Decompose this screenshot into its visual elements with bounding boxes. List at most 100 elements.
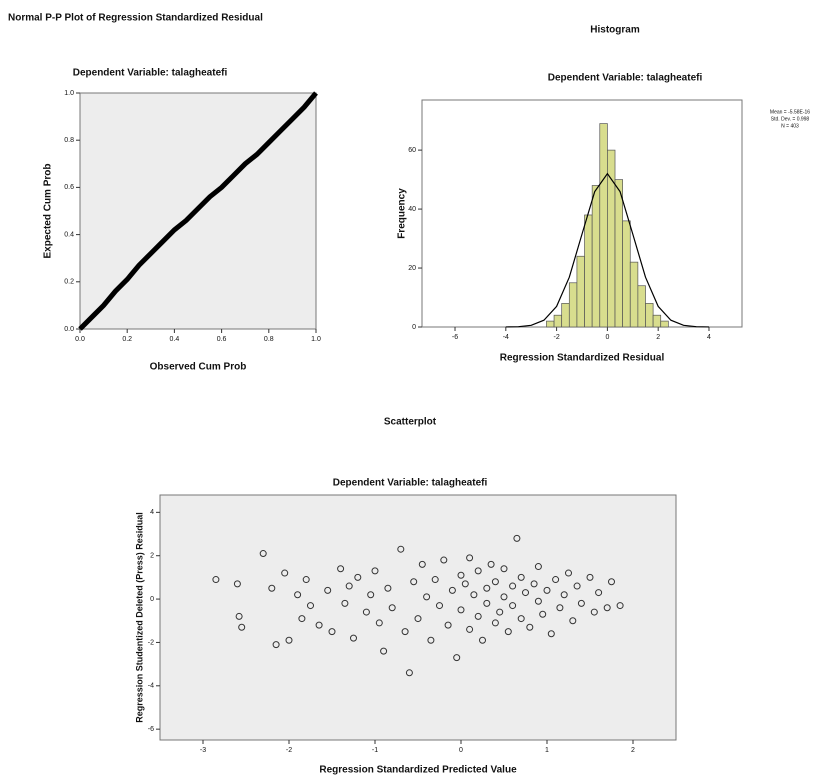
point [560, 591, 568, 599]
x-tick-label: -4 [503, 334, 509, 341]
x-axis-label: Regression Standardized Residual [500, 353, 665, 364]
point [616, 602, 624, 610]
point [595, 589, 603, 597]
point [547, 630, 555, 638]
chart-title: Normal P-P Plot of Regression Standardiz… [8, 13, 263, 24]
bar [660, 320, 669, 328]
point [294, 591, 302, 599]
y-tick-label: 40 [408, 206, 416, 213]
y-tick-label: 4 [150, 509, 154, 516]
point [371, 567, 379, 575]
point [565, 569, 572, 577]
point [448, 586, 456, 594]
point [573, 582, 581, 590]
chart-subtitle: Dependent Variable: talagheatefi [333, 478, 488, 489]
point [324, 586, 332, 594]
bar [629, 261, 639, 328]
x-tick-label: 0.8 [264, 336, 274, 343]
chart-subtitle: Dependent Variable: talagheatefi [548, 73, 703, 84]
point [590, 608, 598, 616]
pp-line [78, 91, 318, 331]
bar [576, 255, 585, 328]
point [509, 602, 517, 610]
point [268, 584, 276, 592]
point [384, 584, 392, 592]
y-tick-label: -2 [148, 639, 154, 646]
y-tick-label: 2 [150, 553, 154, 560]
x-tick-label: 0 [605, 334, 609, 341]
point [526, 623, 534, 631]
x-tick-label: 1.0 [311, 336, 321, 343]
point [470, 591, 478, 599]
point [367, 591, 375, 599]
point [496, 608, 504, 616]
point [328, 628, 336, 636]
x-tick-label: 4 [707, 334, 711, 341]
point [302, 576, 310, 584]
point [500, 565, 508, 573]
point [259, 550, 267, 558]
point [235, 612, 243, 620]
x-tick-label: 2 [656, 334, 660, 341]
x-tick-label: -2 [286, 747, 292, 754]
x-tick-label: 0.6 [217, 336, 227, 343]
point [418, 560, 426, 568]
point [483, 599, 491, 607]
y-tick-label: 20 [408, 265, 416, 272]
point [530, 580, 538, 588]
bar [584, 214, 593, 328]
plot-area [159, 494, 677, 741]
x-axis-label: Observed Cum Prob [150, 362, 247, 373]
y-axis-label: Frequency [397, 188, 408, 239]
point [444, 621, 452, 629]
point [457, 606, 465, 614]
x-axis-label: Regression Standardized Predicted Value [319, 765, 517, 776]
x-tick-label: 0.2 [122, 336, 132, 343]
point [453, 654, 461, 662]
x-tick-label: 1 [545, 747, 549, 754]
point [298, 615, 306, 623]
x-tick-label: -1 [372, 747, 378, 754]
point [233, 580, 241, 588]
y-tick-label: 1.0 [64, 90, 74, 97]
point [483, 584, 491, 592]
y-tick-label: 0 [412, 324, 416, 331]
normal-curve [505, 172, 709, 328]
point [543, 586, 551, 594]
point [491, 619, 499, 627]
bar [591, 185, 601, 328]
point [603, 604, 611, 612]
point [474, 567, 482, 575]
stats-text: N = 403 [781, 123, 799, 129]
bar [561, 303, 570, 328]
point [461, 580, 469, 588]
point [431, 576, 439, 584]
point [586, 573, 594, 581]
point [500, 593, 508, 601]
point [285, 636, 293, 644]
point [517, 615, 525, 623]
point [522, 589, 529, 597]
point [388, 604, 396, 612]
y-tick-label: 60 [408, 147, 416, 154]
point [466, 554, 474, 562]
point [362, 608, 370, 616]
point [539, 610, 547, 618]
chart-title: Scatterplot [384, 417, 437, 428]
bar [546, 320, 555, 328]
point [440, 556, 448, 564]
y-tick-label: 0.6 [64, 184, 74, 191]
point [556, 604, 564, 612]
x-tick-label: 0.4 [170, 336, 180, 343]
chart-title: Histogram [590, 25, 640, 36]
point [405, 669, 413, 677]
point [423, 593, 431, 601]
bar [568, 282, 578, 328]
point [466, 625, 474, 633]
point [212, 576, 220, 584]
point [513, 534, 521, 542]
point [504, 628, 512, 636]
point [315, 621, 323, 629]
y-axis-label: Regression Studentized Deleted (Press) R… [134, 512, 144, 723]
